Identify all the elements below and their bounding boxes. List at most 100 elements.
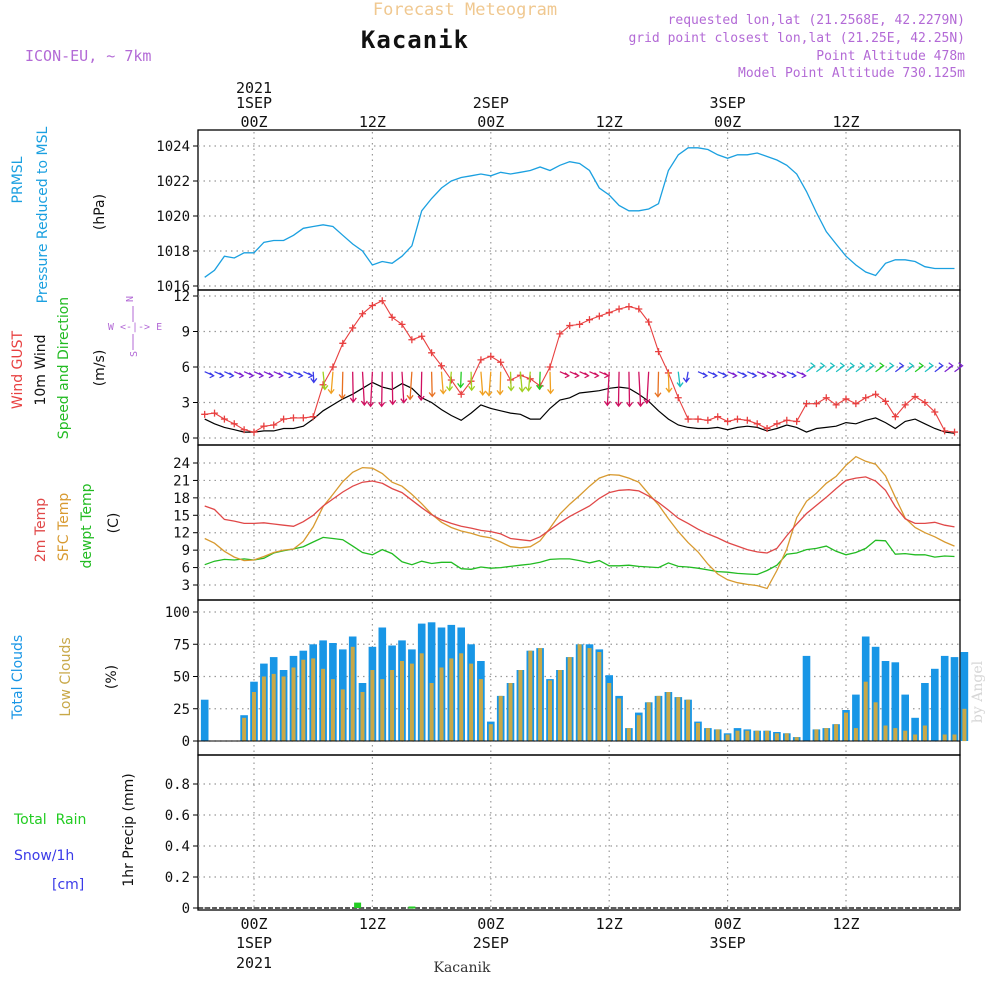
low-cloud-bar [548, 680, 552, 741]
wind-direction-arrow [914, 362, 925, 373]
wind-direction-arrow [776, 371, 788, 379]
wind-gust-marker [359, 310, 367, 318]
wind-direction-arrow [766, 371, 778, 379]
compass-rose: N W <-|-> E S [108, 296, 162, 357]
wind-direction-arrow [786, 371, 797, 379]
wind-direction-arrow [360, 371, 368, 407]
total-cloud-bar [881, 661, 890, 741]
chart-title: Forecast Meteogram [373, 0, 557, 20]
requested-coords: requested lon,lat (21.2568E, 42.2279N) [668, 13, 965, 28]
low-cloud-bar [705, 728, 710, 741]
ytick-label: 6 [182, 360, 190, 376]
ytick-label: 1024 [156, 139, 190, 155]
wind-gust-marker [684, 415, 692, 423]
wind-direction-arrow [457, 371, 465, 389]
wind-gust-marker [674, 394, 682, 402]
bottom-hour-label: 00Z [714, 915, 741, 933]
wind-gust-marker [645, 318, 653, 326]
wind-direction-arrow [569, 371, 580, 379]
ytick-label: 25 [173, 702, 190, 718]
wind-speed-line [204, 381, 955, 434]
ytick-label: 9 [182, 325, 190, 341]
wind-direction-arrow [825, 362, 836, 373]
low-cloud-bar [242, 717, 247, 741]
precip-panel-frame [197, 754, 961, 911]
wind-direction-arrow [717, 371, 728, 379]
wind-direction-arrow [727, 371, 738, 379]
pressure-msl-label: Pressure Reduced to MSL [35, 126, 51, 303]
wind-gust-marker [832, 401, 840, 409]
low-cloud-bar [311, 658, 316, 741]
low-cloud-bar [360, 692, 365, 741]
total-cloud-bar [940, 655, 949, 741]
wind-direction-arrow [816, 362, 826, 373]
low-cloud-bar [853, 728, 858, 741]
wind-direction-arrow [214, 371, 225, 379]
wind-direction-arrow [243, 371, 255, 379]
wind-gust-marker [280, 415, 288, 423]
watermark: by Angel [970, 660, 986, 723]
wind-direction-arrow [676, 371, 684, 388]
ytick-label: 1016 [156, 279, 190, 295]
ytick-label: 24 [173, 456, 190, 472]
wind-gust-marker [211, 409, 219, 417]
wind-direction-arrow [835, 362, 846, 373]
low-cloud-bar [913, 734, 918, 741]
top-hour-label: 00Z [477, 113, 504, 131]
low-cloud-bar [252, 692, 256, 741]
wind-gust-marker [625, 303, 633, 311]
top-hour-label: 12Z [596, 113, 623, 131]
top-hour-label: 00Z [240, 113, 267, 131]
wind-gust-marker [250, 428, 258, 436]
footer-location: Kacanik [434, 960, 491, 976]
wind-direction-arrow [737, 371, 748, 379]
temp-2m-line [204, 476, 955, 554]
prmsl-label: PRMSL [10, 156, 26, 203]
wind-direction-arrow [894, 362, 905, 373]
wind-direction-arrow [234, 371, 245, 379]
low-cloud-bar [735, 730, 740, 741]
wind-direction-arrow [796, 371, 807, 379]
temp-unit: (C) [106, 513, 122, 534]
low-cloud-bar [291, 667, 296, 741]
wind-direction-arrow [204, 371, 215, 379]
wind-direction-arrow [589, 371, 600, 379]
ytick-label: 50 [173, 670, 190, 686]
wind-direction-arrow [253, 371, 265, 379]
low-cloud-bar [340, 689, 345, 741]
wind-direction-arrow [439, 371, 447, 395]
wind-direction-arrow [349, 371, 357, 403]
low-cloud-bar [261, 676, 266, 741]
wind-direction-arrow [944, 362, 954, 373]
snow-unit-label: [cm] [52, 877, 84, 893]
low-cloud-bar [301, 659, 306, 741]
wind-gust-marker [911, 393, 919, 401]
wind-direction-arrow [934, 362, 944, 373]
low-cloud-bar [518, 670, 523, 741]
wind-direction-arrow [310, 371, 318, 384]
wind-direction-arrow [446, 371, 454, 392]
wind-gust-marker [329, 363, 337, 371]
dewpoint-line [204, 536, 955, 576]
wind-gust-marker [724, 417, 732, 425]
low-cloud-bar [873, 702, 878, 741]
wind-gust-marker [240, 426, 248, 434]
temp-sfc-label: SFC Temp [56, 493, 72, 562]
low-cloud-bar [745, 730, 750, 741]
wind-gust-marker [891, 413, 899, 421]
low-cloud-bar [903, 730, 908, 741]
clouds-unit: (%) [104, 665, 120, 689]
low-cloud-bar [666, 692, 671, 741]
point-altitude: Point Altitude 478m [816, 49, 965, 64]
wind-direction-arrow [303, 371, 314, 379]
precip-bars [198, 902, 960, 909]
wind-direction-arrow [855, 362, 866, 373]
ytick-label: 6 [182, 561, 190, 577]
ytick-label: 9 [182, 543, 190, 559]
rain-bar [354, 902, 362, 908]
bottom-date-label: 2SEP [473, 934, 509, 952]
low-cloud-bar [469, 663, 474, 741]
low-cloud-bar [498, 695, 503, 741]
sfc-temp-line [204, 455, 955, 590]
wind-direction-arrow [665, 371, 673, 394]
